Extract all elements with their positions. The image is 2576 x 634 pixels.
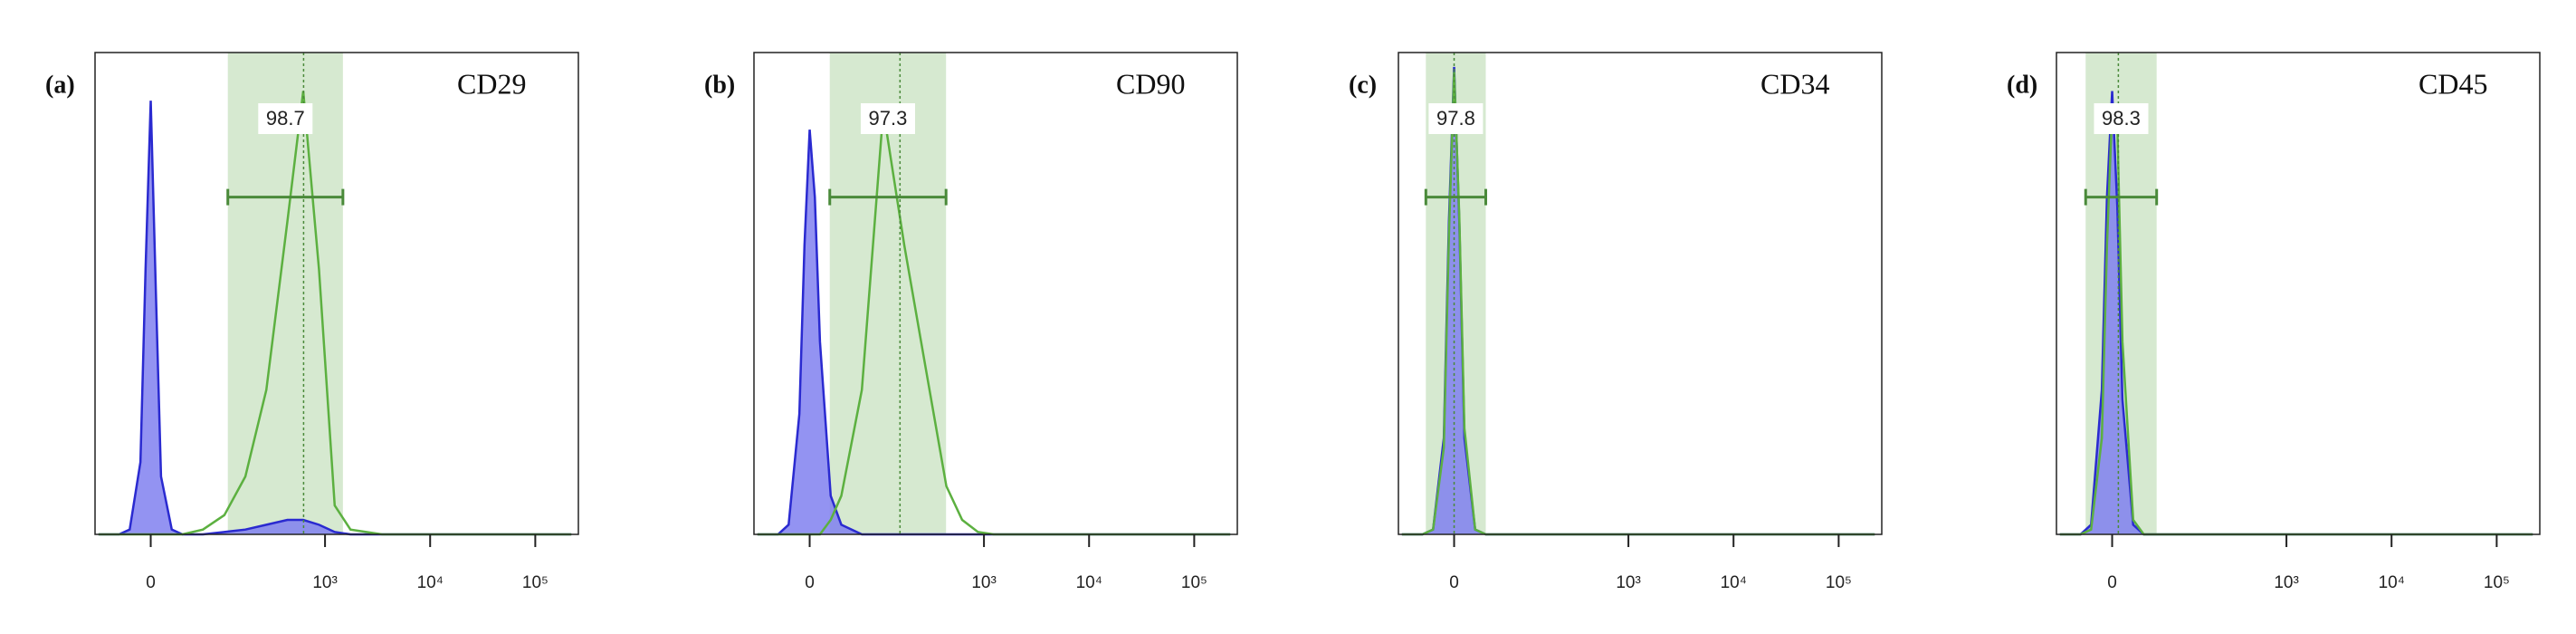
plot-frame — [1398, 52, 1883, 535]
panel: 98.7 0 10³ 10⁴ 10⁵ (a) CD29 — [45, 52, 579, 592]
panel-title: CD45 — [2419, 67, 2487, 100]
x-tick-label: 10⁴ — [2379, 573, 2405, 592]
x-tick-label: 10³ — [312, 573, 337, 592]
x-tick-label: 10⁵ — [2484, 573, 2510, 592]
x-tick-label: 10⁵ — [1181, 573, 1207, 592]
plot-frame — [753, 52, 1238, 535]
panel-label: (d) — [2007, 71, 2037, 99]
x-tick-label: 0 — [146, 573, 156, 592]
x-tick-label: 0 — [1449, 573, 1459, 592]
panel-title: CD29 — [457, 67, 526, 100]
gate-label-box — [2094, 103, 2149, 134]
control-curve — [757, 130, 1231, 536]
gate-label-box — [258, 103, 313, 134]
panel-label: (c) — [1349, 71, 1377, 99]
gate-percent: 97.3 — [869, 107, 908, 130]
x-tick-label: 10⁴ — [1076, 573, 1102, 592]
gate-percent: 98.7 — [266, 107, 305, 130]
plot-frame — [94, 52, 579, 535]
gate-percent: 98.3 — [2102, 107, 2141, 130]
plot-frame — [2056, 52, 2541, 535]
panel: 97.8 0 10³ 10⁴ 10⁵ (c) CD34 — [1349, 52, 1883, 592]
x-tick-label: 10⁴ — [1721, 573, 1747, 592]
control-curve — [98, 101, 572, 536]
x-tick-label: 0 — [2107, 573, 2117, 592]
gate-percent: 97.8 — [1436, 107, 1475, 130]
x-tick-label: 0 — [805, 573, 815, 592]
x-tick-label: 10³ — [2274, 573, 2298, 592]
panel: 97.3 0 10³ 10⁴ 10⁵ (b) CD90 — [704, 52, 1238, 592]
gate-label-box — [860, 103, 915, 134]
panel: 98.3 0 10³ 10⁴ 10⁵ (d) CD45 — [2007, 52, 2541, 592]
panel-title: CD90 — [1116, 67, 1185, 100]
panel-label: (b) — [704, 71, 735, 99]
x-tick-label: 10³ — [1616, 573, 1640, 592]
gate-label-box — [1428, 103, 1484, 134]
x-tick-label: 10⁴ — [417, 573, 444, 592]
panel-title: CD34 — [1760, 67, 1829, 100]
x-tick-label: 10⁵ — [1826, 573, 1852, 592]
panel-label: (a) — [45, 71, 75, 99]
x-tick-label: 10³ — [971, 573, 996, 592]
x-tick-label: 10⁵ — [522, 573, 549, 592]
